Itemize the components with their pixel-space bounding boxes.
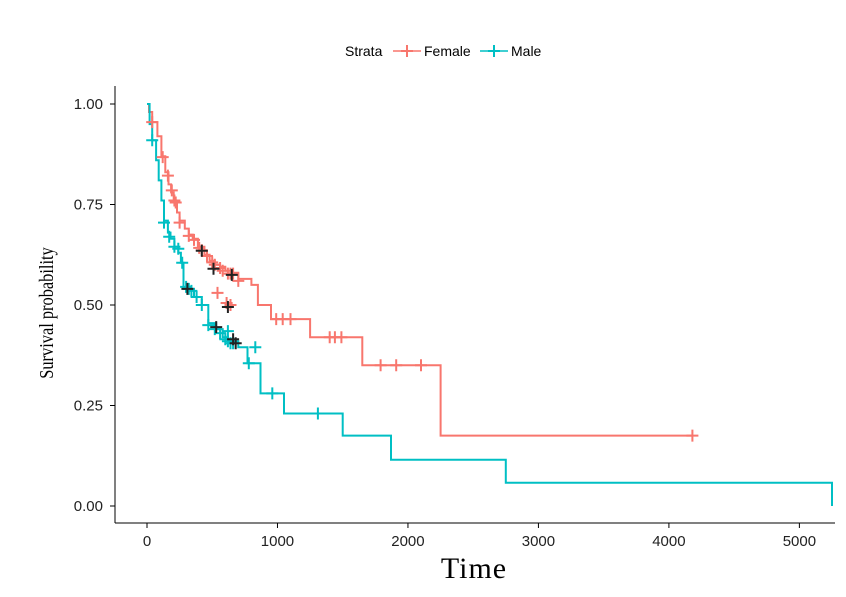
censor-mark-female	[161, 169, 174, 182]
x-tick-label: 2000	[391, 533, 424, 550]
censor-mark-male	[176, 256, 189, 269]
censor-mark-female	[390, 359, 403, 372]
x-tick-label: 3000	[522, 533, 555, 550]
y-tick-label: 1.00	[74, 96, 103, 113]
survival-curves	[147, 103, 833, 506]
censor-mark-male	[172, 242, 185, 255]
survival-line-female	[147, 103, 693, 437]
x-axis-label: Time	[441, 552, 507, 585]
censor-mark-female	[335, 331, 348, 344]
y-ticks: 0.00 0.25 0.50 0.75 1.00	[74, 96, 115, 515]
censor-mark-female	[211, 286, 224, 299]
censor-mark-female	[227, 267, 240, 280]
censor-mark-male	[195, 299, 208, 311]
censor-mark-female	[188, 233, 200, 246]
censor-mark-overlap	[221, 301, 234, 313]
legend-title: Strata	[345, 43, 383, 59]
censor-mark-male	[190, 291, 203, 303]
censor-mark-male	[202, 319, 215, 332]
censor-mark-female	[146, 116, 159, 129]
censor-mark-male	[146, 134, 159, 147]
censor-mark-overlap	[207, 262, 220, 275]
censor-mark-male	[221, 325, 234, 338]
censor-mark-female	[169, 196, 182, 209]
legend: Strata Female Male	[345, 43, 542, 59]
censor-mark-female	[374, 359, 387, 372]
censor-mark-female	[173, 216, 186, 229]
legend-label-female: Female	[424, 43, 471, 59]
censor-mark-male	[242, 357, 255, 370]
censor-mark-female	[232, 274, 245, 287]
y-tick-label: 0.00	[74, 498, 103, 515]
x-tick-label: 5000	[783, 533, 816, 550]
x-tick-label: 1000	[261, 533, 294, 550]
censor-mark-female	[206, 256, 219, 269]
legend-key-male-marker	[488, 45, 500, 57]
censor-mark-female	[193, 241, 206, 254]
censor-mark-female	[216, 264, 229, 277]
censor-mark-male	[311, 407, 324, 420]
censor-mark-male	[249, 341, 262, 354]
censor-mark-female	[201, 250, 213, 262]
x-tick-label: 4000	[652, 533, 685, 550]
x-ticks: 0 1000 2000 3000 4000 5000	[143, 523, 816, 550]
censor-mark-female	[224, 299, 237, 311]
censor-mark-male	[266, 387, 279, 400]
censor-mark-overlap	[210, 321, 223, 334]
censor-mark-female	[415, 359, 427, 372]
x-tick-label: 0	[143, 533, 151, 550]
y-tick-label: 0.75	[74, 197, 103, 214]
censor-marks	[146, 116, 699, 442]
y-tick-label: 0.25	[74, 398, 103, 415]
legend-label-male: Male	[511, 43, 542, 59]
censor-mark-overlap	[225, 268, 238, 281]
censor-mark-female	[156, 151, 169, 164]
censor-mark-female	[284, 313, 297, 326]
censor-mark-female	[165, 184, 178, 197]
censor-mark-female	[168, 194, 181, 207]
censor-mark-overlap	[229, 337, 242, 350]
censor-mark-male	[163, 230, 176, 243]
censor-mark-overlap	[195, 244, 208, 257]
y-axis-label: Survival probability	[36, 246, 58, 378]
censor-mark-male	[221, 335, 234, 348]
y-tick-label: 0.50	[74, 297, 103, 314]
censor-mark-female	[686, 429, 699, 442]
censor-mark-overlap	[181, 282, 194, 295]
survival-line-male	[147, 103, 833, 506]
censor-mark-male	[158, 216, 170, 229]
legend-key-female-marker	[401, 45, 413, 57]
